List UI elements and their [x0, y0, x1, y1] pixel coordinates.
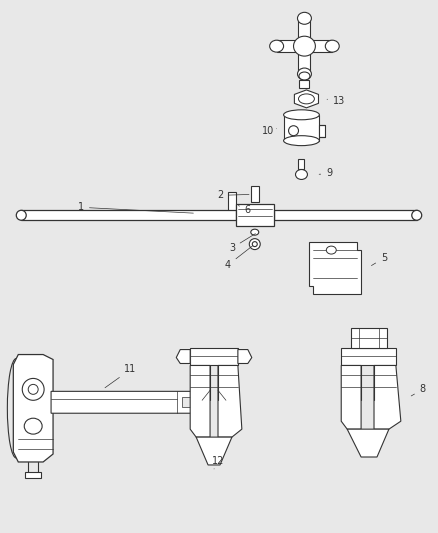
Polygon shape — [218, 366, 242, 437]
Ellipse shape — [24, 418, 42, 434]
Ellipse shape — [22, 378, 44, 400]
Bar — [298, 158, 304, 168]
Ellipse shape — [297, 12, 311, 25]
Ellipse shape — [252, 241, 257, 247]
Ellipse shape — [326, 246, 336, 254]
Bar — [251, 187, 259, 203]
Polygon shape — [347, 429, 389, 457]
Polygon shape — [341, 366, 361, 429]
Ellipse shape — [16, 211, 26, 220]
Text: 1: 1 — [78, 203, 193, 213]
Polygon shape — [182, 397, 200, 407]
Ellipse shape — [293, 36, 315, 56]
Text: 12: 12 — [212, 456, 224, 469]
Bar — [319, 125, 325, 136]
Polygon shape — [238, 350, 252, 364]
Polygon shape — [51, 391, 200, 413]
Bar — [341, 348, 396, 366]
Polygon shape — [176, 350, 190, 364]
Ellipse shape — [283, 110, 319, 120]
Bar — [190, 348, 238, 366]
Text: 2: 2 — [217, 190, 249, 200]
Ellipse shape — [296, 169, 307, 180]
Bar — [25, 472, 41, 478]
Text: 13: 13 — [327, 96, 345, 106]
Polygon shape — [13, 354, 53, 462]
Text: 8: 8 — [411, 384, 426, 396]
Bar — [300, 80, 309, 88]
Polygon shape — [298, 18, 311, 46]
Text: 10: 10 — [261, 126, 277, 136]
Polygon shape — [309, 242, 361, 294]
Ellipse shape — [299, 72, 310, 80]
Polygon shape — [304, 40, 332, 52]
Ellipse shape — [28, 384, 38, 394]
Polygon shape — [277, 40, 304, 52]
Polygon shape — [21, 211, 236, 220]
Ellipse shape — [249, 239, 260, 249]
Text: 9: 9 — [319, 168, 332, 179]
Text: 3: 3 — [229, 233, 255, 253]
Ellipse shape — [412, 211, 422, 220]
Ellipse shape — [297, 68, 311, 80]
Polygon shape — [298, 46, 311, 74]
Ellipse shape — [270, 40, 283, 52]
Ellipse shape — [251, 229, 259, 235]
Polygon shape — [274, 211, 417, 220]
Text: 11: 11 — [105, 365, 137, 387]
Bar — [283, 115, 319, 141]
Polygon shape — [196, 437, 232, 465]
Ellipse shape — [325, 40, 339, 52]
Ellipse shape — [289, 126, 298, 136]
Text: 5: 5 — [371, 253, 387, 265]
Bar — [228, 192, 236, 216]
Bar — [351, 328, 387, 348]
Ellipse shape — [298, 94, 314, 104]
Text: 6: 6 — [238, 205, 251, 215]
Polygon shape — [190, 366, 210, 437]
Polygon shape — [294, 90, 318, 108]
Polygon shape — [374, 366, 401, 429]
Text: 4: 4 — [225, 246, 253, 270]
Bar — [236, 204, 274, 226]
Ellipse shape — [283, 136, 319, 146]
